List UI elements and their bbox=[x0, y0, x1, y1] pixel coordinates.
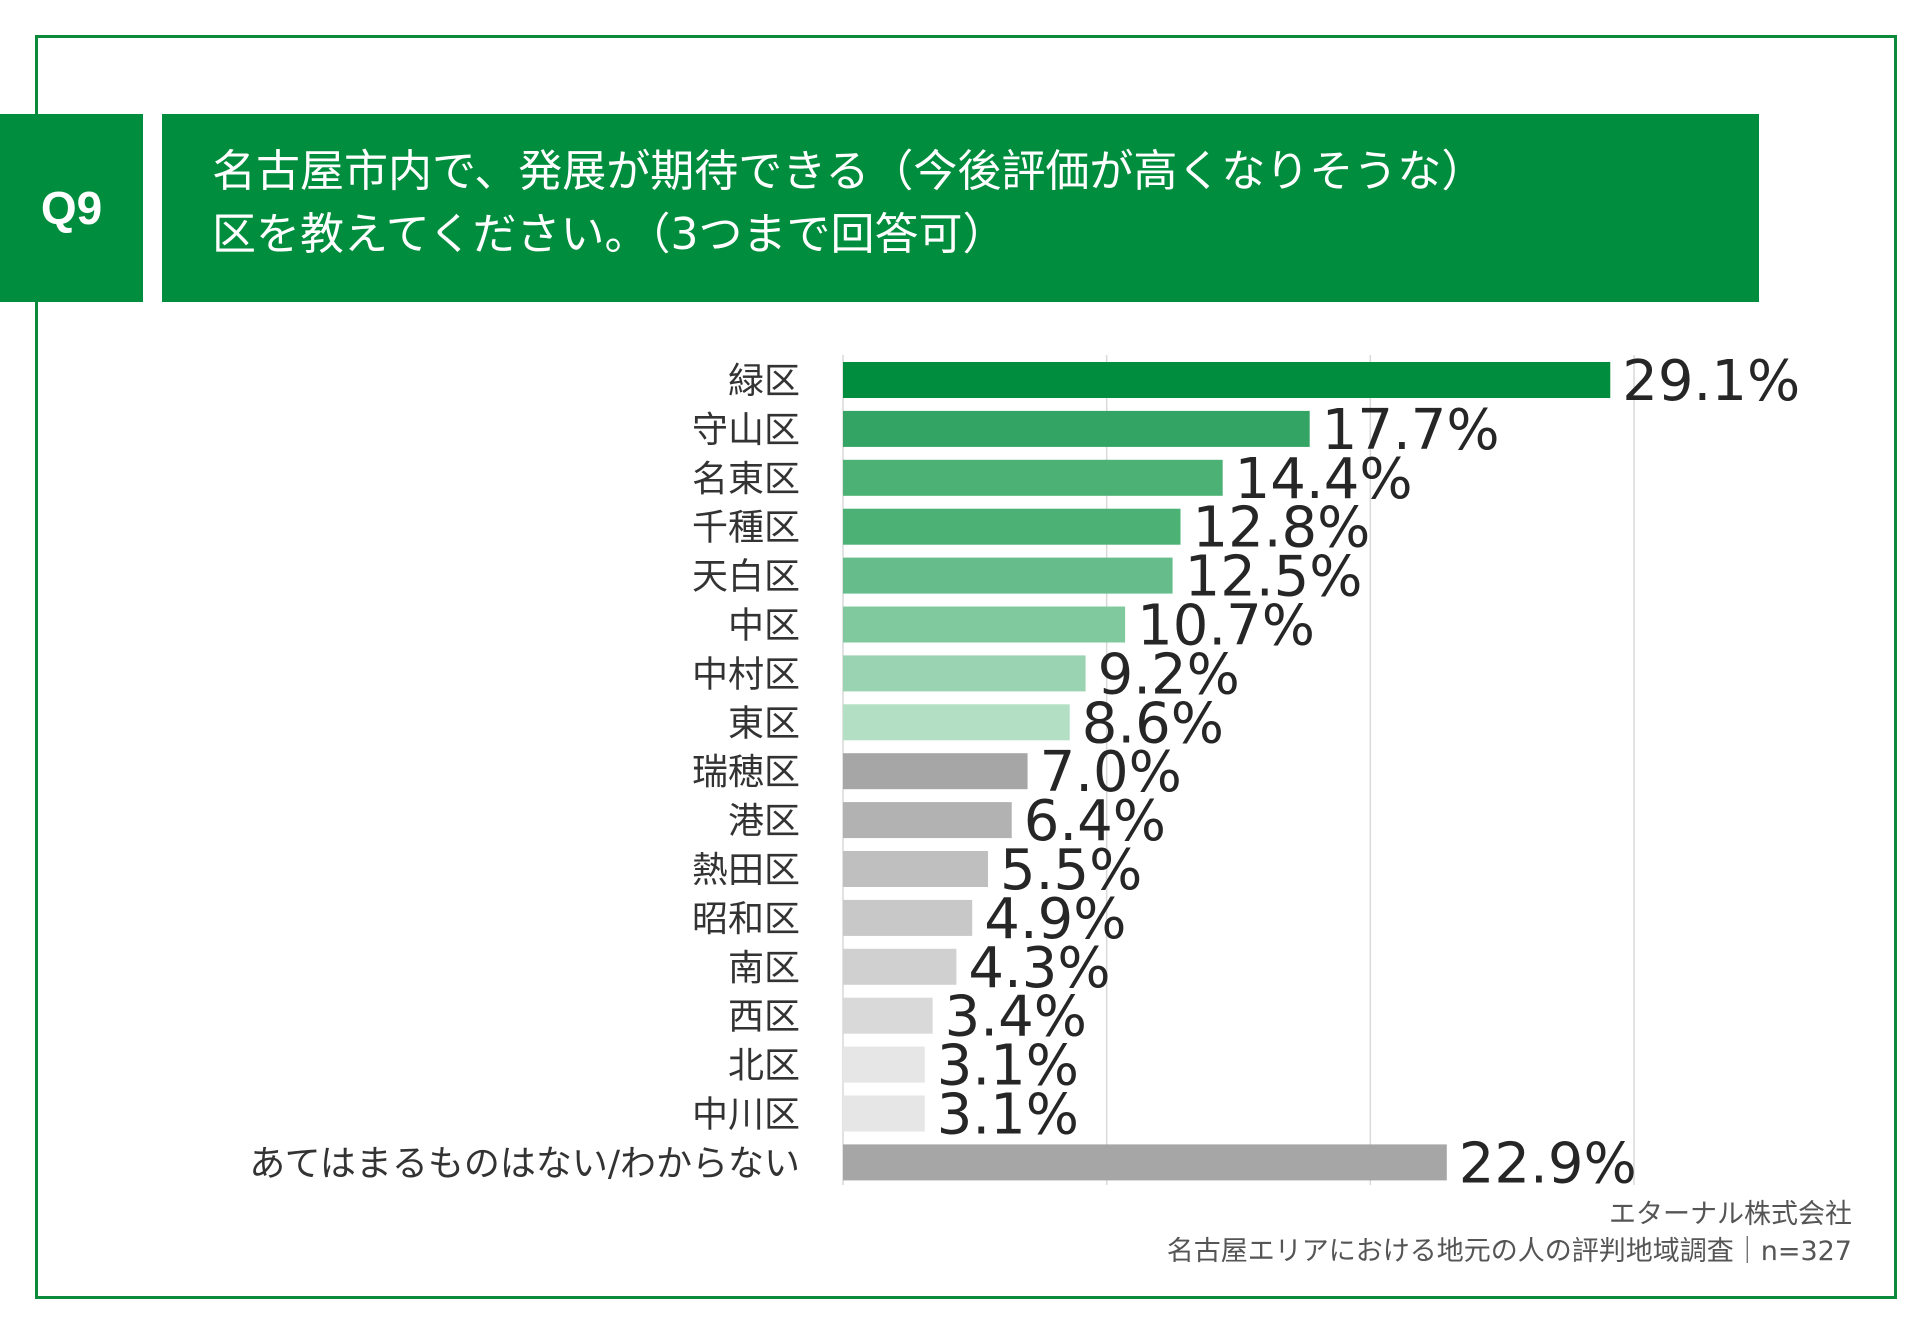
value-label-9: 7.0% bbox=[1040, 740, 1182, 805]
value-label-17: 22.9% bbox=[1459, 1131, 1637, 1196]
category-label-8: 東区 bbox=[728, 703, 800, 744]
category-label-2: 守山区 bbox=[692, 410, 800, 451]
bar-16 bbox=[843, 1095, 925, 1132]
value-label-8: 8.6% bbox=[1082, 691, 1224, 756]
bar-14 bbox=[843, 997, 933, 1034]
value-label-7: 9.2% bbox=[1098, 642, 1240, 707]
category-label-10: 港区 bbox=[728, 801, 800, 842]
bar-7 bbox=[843, 655, 1086, 692]
question-title-line-1: 名古屋市内で、発展が期待できる（今後評価が高くなりそうな） bbox=[212, 146, 1486, 197]
category-label-17: あてはまるものはない/わからない bbox=[249, 1143, 800, 1184]
category-label-7: 中村区 bbox=[692, 654, 800, 695]
bar-8 bbox=[843, 704, 1070, 741]
question-title: 名古屋市内で、発展が期待できる（今後評価が高くなりそうな） 区を教えてください。… bbox=[162, 114, 1759, 302]
bar-10 bbox=[843, 802, 1012, 839]
category-label-1: 緑区 bbox=[728, 361, 800, 402]
category-label-4: 千種区 bbox=[692, 508, 800, 549]
source-survey: 名古屋エリアにおける地元の人の評判地域調査｜n=327 bbox=[1166, 1236, 1852, 1267]
category-label-3: 名東区 bbox=[692, 459, 800, 500]
bar-3 bbox=[843, 459, 1223, 496]
outer-frame bbox=[35, 35, 1897, 1299]
category-label-12: 昭和区 bbox=[692, 899, 800, 940]
value-label-15: 3.1% bbox=[937, 1034, 1079, 1099]
category-label-14: 西区 bbox=[728, 997, 800, 1038]
bar-17 bbox=[843, 1144, 1447, 1181]
value-label-14: 3.4% bbox=[945, 985, 1087, 1050]
value-label-3: 14.4% bbox=[1235, 447, 1413, 512]
category-label-5: 天白区 bbox=[692, 557, 800, 598]
bar-4 bbox=[843, 508, 1181, 545]
value-label-6: 10.7% bbox=[1137, 594, 1315, 659]
value-label-5: 12.5% bbox=[1185, 545, 1363, 610]
value-label-16: 3.1% bbox=[937, 1083, 1079, 1148]
value-label-2: 17.7% bbox=[1322, 398, 1500, 463]
category-label-6: 中区 bbox=[728, 606, 800, 647]
value-label-4: 12.8% bbox=[1192, 496, 1370, 561]
bar-11 bbox=[843, 851, 989, 887]
bar-1 bbox=[843, 362, 1611, 398]
bar-5 bbox=[843, 557, 1173, 594]
value-label-12: 4.9% bbox=[984, 887, 1126, 952]
category-label-15: 北区 bbox=[728, 1046, 800, 1087]
bar-15 bbox=[843, 1046, 925, 1083]
value-label-13: 4.3% bbox=[968, 936, 1110, 1001]
question-number-badge: Q9 bbox=[0, 114, 143, 302]
value-label-1: 29.1% bbox=[1622, 349, 1800, 414]
category-label-9: 瑞穂区 bbox=[692, 752, 800, 793]
value-label-10: 6.4% bbox=[1024, 789, 1166, 854]
category-label-16: 中川区 bbox=[692, 1095, 800, 1136]
value-label-11: 5.5% bbox=[1000, 838, 1142, 903]
category-label-13: 南区 bbox=[728, 948, 800, 989]
source-company: エターナル株式会社 bbox=[1609, 1199, 1852, 1230]
bar-13 bbox=[843, 948, 957, 985]
bar-12 bbox=[843, 899, 973, 936]
bar-2 bbox=[843, 410, 1310, 447]
bar-9 bbox=[843, 753, 1028, 790]
bar-6 bbox=[843, 606, 1126, 643]
category-label-11: 熱田区 bbox=[692, 850, 800, 891]
question-title-line-2: 区を教えてください。（3つまで回答可） bbox=[212, 209, 1007, 260]
